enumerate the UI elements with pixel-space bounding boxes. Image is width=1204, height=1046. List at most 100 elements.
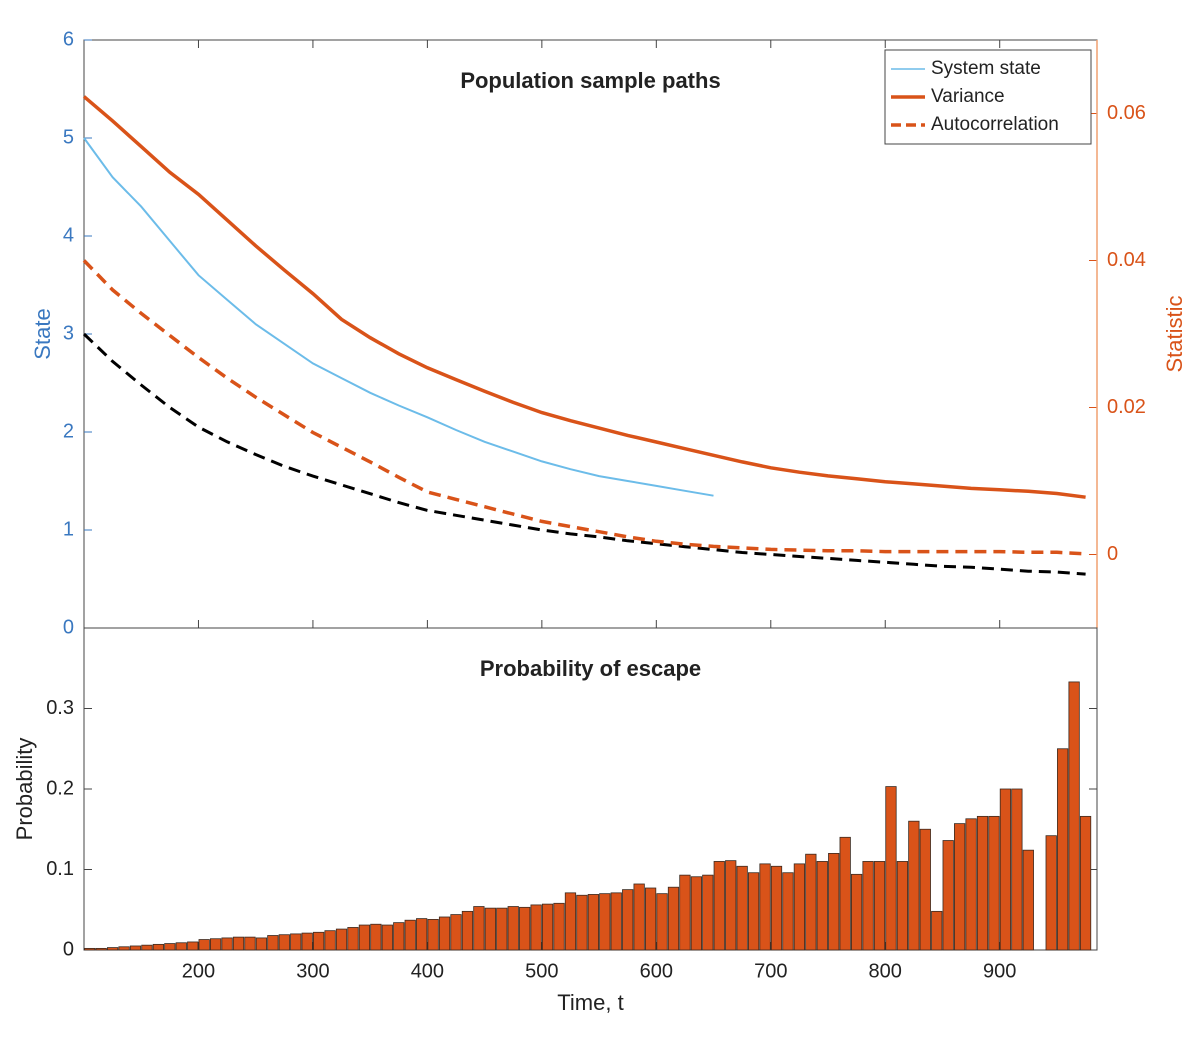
series-line <box>82 95 1086 499</box>
y2-tick-label: 0 <box>1107 543 1118 565</box>
bar <box>438 916 451 951</box>
bar <box>95 947 107 951</box>
x-tick-label: 400 <box>411 960 444 982</box>
bar <box>118 946 130 951</box>
x-axis-label: Time, t <box>557 990 623 1015</box>
bar <box>942 840 954 951</box>
bar <box>828 853 840 951</box>
bar <box>450 914 462 951</box>
bar <box>1011 788 1023 951</box>
bar <box>335 928 348 951</box>
bar <box>461 910 474 951</box>
bar <box>106 947 119 951</box>
x-tick-label: 900 <box>983 960 1016 982</box>
bar <box>908 820 920 951</box>
bar <box>954 823 966 951</box>
x-tick-label: 700 <box>754 960 787 982</box>
y2-axis-label: Statistic <box>1162 295 1187 372</box>
bar <box>816 861 828 951</box>
bar <box>896 861 909 951</box>
y-tick-label: 0.3 <box>46 697 74 719</box>
x-tick-label: 500 <box>525 960 558 982</box>
bar <box>381 924 393 951</box>
bar <box>427 919 439 951</box>
bar <box>175 942 187 951</box>
bar <box>862 861 874 951</box>
bar <box>736 865 748 951</box>
y2-tick-label: 0.06 <box>1107 102 1146 124</box>
bar <box>622 889 634 951</box>
bar <box>702 874 714 951</box>
legend-label: System state <box>931 58 1041 79</box>
bar <box>301 932 313 951</box>
y-tick-label: 2 <box>63 420 74 442</box>
bar <box>1068 681 1080 951</box>
bar <box>1045 835 1057 951</box>
bar <box>851 873 863 951</box>
x-tick-label: 800 <box>869 960 902 982</box>
bar <box>1079 815 1092 951</box>
series-line <box>82 332 1086 576</box>
bar <box>129 945 142 951</box>
bar <box>324 930 336 951</box>
y-tick-label: 1 <box>63 518 74 540</box>
bar <box>404 919 416 951</box>
bar <box>267 935 279 951</box>
chart-title: Probability of escape <box>480 656 701 681</box>
bar <box>473 906 485 951</box>
bar <box>347 927 359 951</box>
bar <box>644 887 657 951</box>
y-tick-label: 4 <box>63 224 74 246</box>
bar <box>530 904 542 951</box>
bar <box>187 941 199 951</box>
bar <box>1057 748 1069 951</box>
legend-label: Autocorrelation <box>931 114 1059 135</box>
bar <box>164 943 176 951</box>
bar <box>667 886 680 951</box>
chart-title: Population sample paths <box>460 68 720 93</box>
bar <box>931 910 943 951</box>
bar <box>221 937 233 951</box>
bar <box>313 931 325 951</box>
bar <box>999 788 1012 951</box>
bar <box>725 860 737 951</box>
bar <box>244 936 256 951</box>
bar <box>805 853 817 951</box>
bar <box>885 786 897 951</box>
y-tick-label: 0 <box>63 938 74 960</box>
bar <box>782 872 794 951</box>
bar <box>519 906 531 951</box>
bar <box>393 922 405 951</box>
bar <box>507 906 519 951</box>
bar <box>358 924 371 951</box>
series-line <box>83 137 714 497</box>
y-tick-label: 0 <box>63 616 74 638</box>
y-tick-label: 0.2 <box>46 777 74 799</box>
bar <box>656 893 668 951</box>
bar <box>278 934 290 951</box>
x-tick-label: 300 <box>296 960 329 982</box>
bar <box>152 943 165 951</box>
bar <box>210 938 222 951</box>
bar <box>484 907 496 951</box>
bar <box>610 892 622 951</box>
bar <box>793 863 806 951</box>
y-tick-label: 6 <box>63 28 74 50</box>
bar <box>770 865 783 951</box>
bar <box>965 818 977 951</box>
bar <box>198 939 210 951</box>
y-tick-label: 5 <box>63 126 74 148</box>
bar <box>1022 849 1034 951</box>
y-tick-label: 0.1 <box>46 858 74 880</box>
bar <box>839 836 851 951</box>
bar <box>564 892 577 951</box>
bar <box>988 815 1000 951</box>
bar <box>679 874 691 951</box>
bar <box>232 936 245 951</box>
legend-label: Variance <box>931 86 1005 107</box>
bar <box>416 918 428 951</box>
bar <box>873 861 886 951</box>
bar <box>976 815 989 951</box>
x-tick-label: 200 <box>182 960 215 982</box>
